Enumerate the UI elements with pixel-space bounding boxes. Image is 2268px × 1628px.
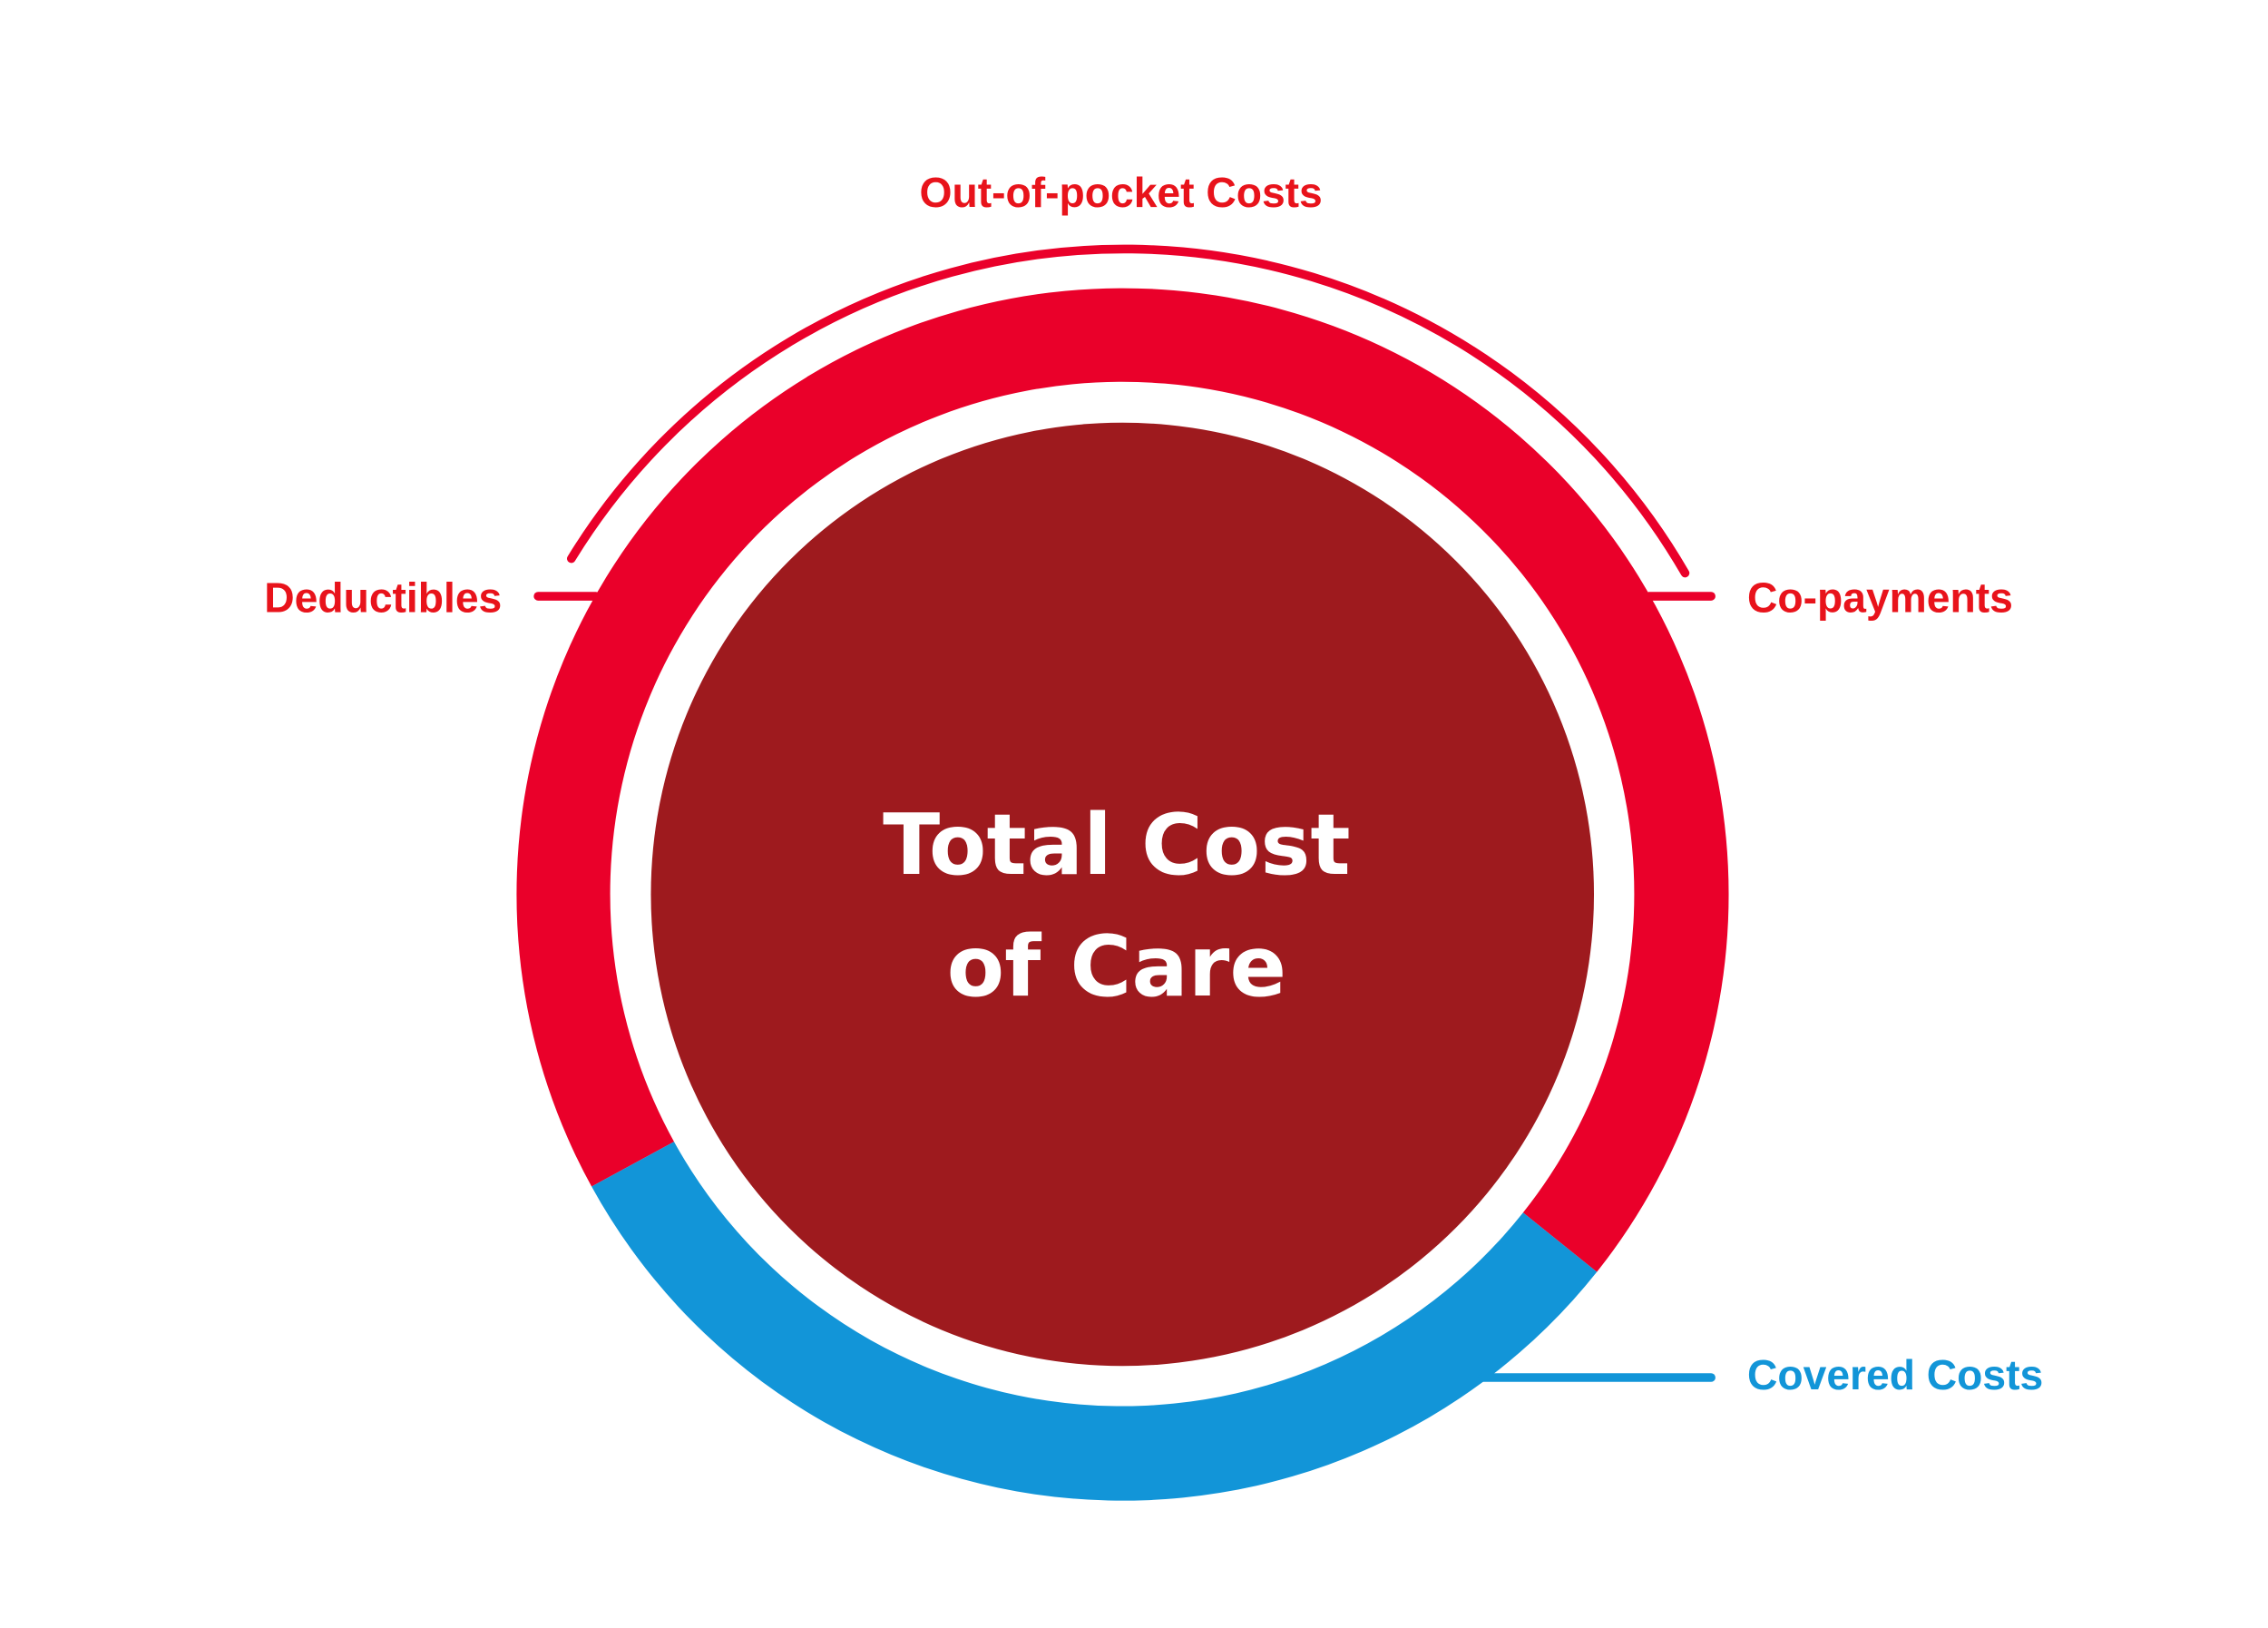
co-payments-label: Co-payments <box>1747 574 2013 622</box>
covered-costs-label: Covered Costs <box>1747 1351 2043 1398</box>
deductibles-label: Deductibles <box>264 574 502 622</box>
center-title-line-1: Total Cost <box>883 796 1350 894</box>
out-of-pocket-ring-segment <box>516 288 1729 1272</box>
out-of-pocket-label: Out-of-pocket Costs <box>920 169 1323 216</box>
center-title-line-2: of Care <box>947 917 1287 1015</box>
total-cost-circle <box>650 422 1595 1367</box>
covered-costs-ring-segment <box>591 1142 1598 1501</box>
out-of-pocket-bracket-arc <box>567 244 1690 578</box>
